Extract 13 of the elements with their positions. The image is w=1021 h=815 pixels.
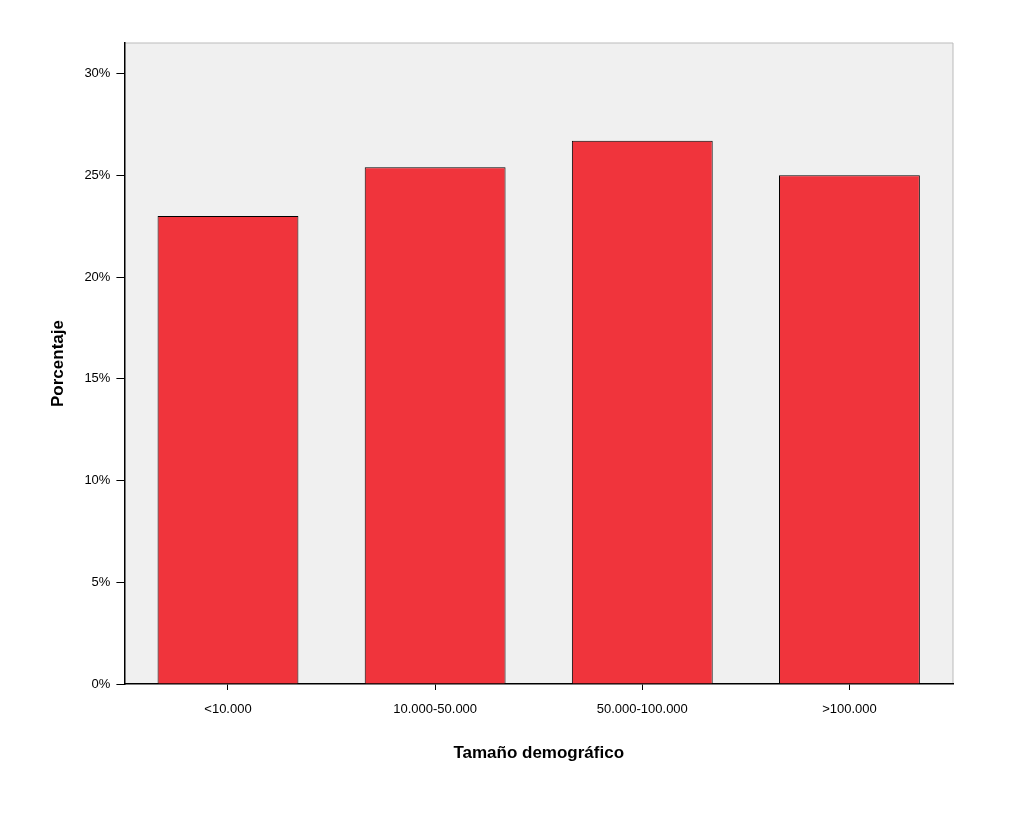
x-axis-title: Tamaño demográfico bbox=[453, 743, 625, 763]
y-tick-label: 15% bbox=[84, 370, 111, 386]
y-tick-label: 5% bbox=[91, 573, 111, 589]
y-tick-label: 30% bbox=[84, 65, 111, 81]
y-tick-label: 20% bbox=[84, 268, 111, 284]
y-tick-label: 25% bbox=[84, 166, 111, 182]
x-tick-label: 10.000-50.000 bbox=[393, 701, 478, 717]
x-tick-label: 50.000-100.000 bbox=[596, 701, 688, 717]
y-tick-label: 0% bbox=[91, 675, 111, 691]
x-tick-label: <10.000 bbox=[204, 701, 252, 717]
x-tick-label: >100.000 bbox=[822, 701, 877, 717]
y-axis-title: Porcentaje bbox=[47, 320, 67, 407]
y-tick-label: 10% bbox=[84, 472, 111, 488]
